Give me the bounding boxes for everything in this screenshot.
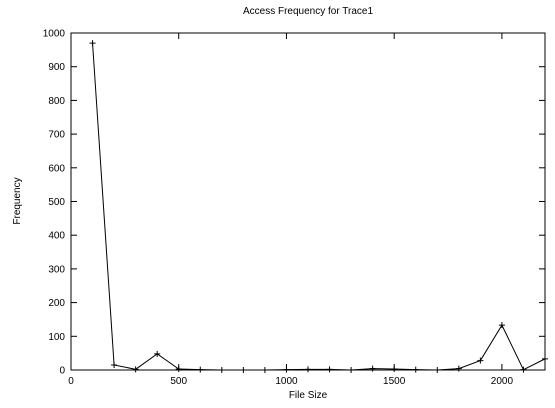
point-marker [154, 350, 161, 357]
y-tick-label: 100 [48, 332, 65, 343]
y-tick-label: 400 [48, 231, 65, 242]
point-marker [412, 366, 419, 373]
point-marker [434, 367, 441, 373]
y-tick-label: 600 [48, 163, 65, 174]
point-marker [498, 322, 505, 329]
point-marker [348, 367, 355, 373]
point-marker [283, 366, 290, 373]
data-line [92, 43, 546, 371]
point-marker [89, 40, 96, 47]
point-marker [326, 366, 333, 373]
x-tick-label: 2000 [491, 376, 514, 387]
point-marker [175, 365, 182, 372]
x-tick-label: 1500 [383, 376, 406, 387]
point-marker [132, 366, 139, 373]
point-marker [369, 365, 376, 372]
point-marker [391, 365, 398, 372]
y-tick-label: 0 [59, 366, 65, 377]
chart-title: Access Frequency for Trace1 [243, 6, 373, 17]
y-tick-label: 900 [48, 62, 65, 73]
point-marker [305, 366, 311, 373]
point-marker [455, 365, 462, 372]
y-tick-label: 700 [48, 130, 65, 141]
y-tick-label: 1000 [43, 29, 66, 40]
y-tick-label: 800 [48, 96, 65, 107]
x-tick-label: 1000 [275, 376, 298, 387]
y-axis-label: Frequency [12, 177, 23, 224]
plot-frame [70, 32, 546, 371]
x-tick-label: 500 [170, 376, 187, 387]
point-marker [197, 366, 204, 373]
point-marker [218, 367, 225, 373]
point-marker [520, 366, 527, 373]
y-tick-label: 200 [48, 298, 65, 309]
point-marker [261, 367, 268, 373]
y-tick-label: 300 [48, 264, 65, 275]
point-marker [240, 367, 247, 373]
point-marker [111, 361, 118, 368]
point-marker [542, 355, 548, 362]
point-marker [477, 357, 484, 364]
x-tick-label: 0 [68, 376, 74, 387]
y-tick-label: 500 [48, 197, 65, 208]
x-axis-label: File Size [289, 390, 328, 401]
